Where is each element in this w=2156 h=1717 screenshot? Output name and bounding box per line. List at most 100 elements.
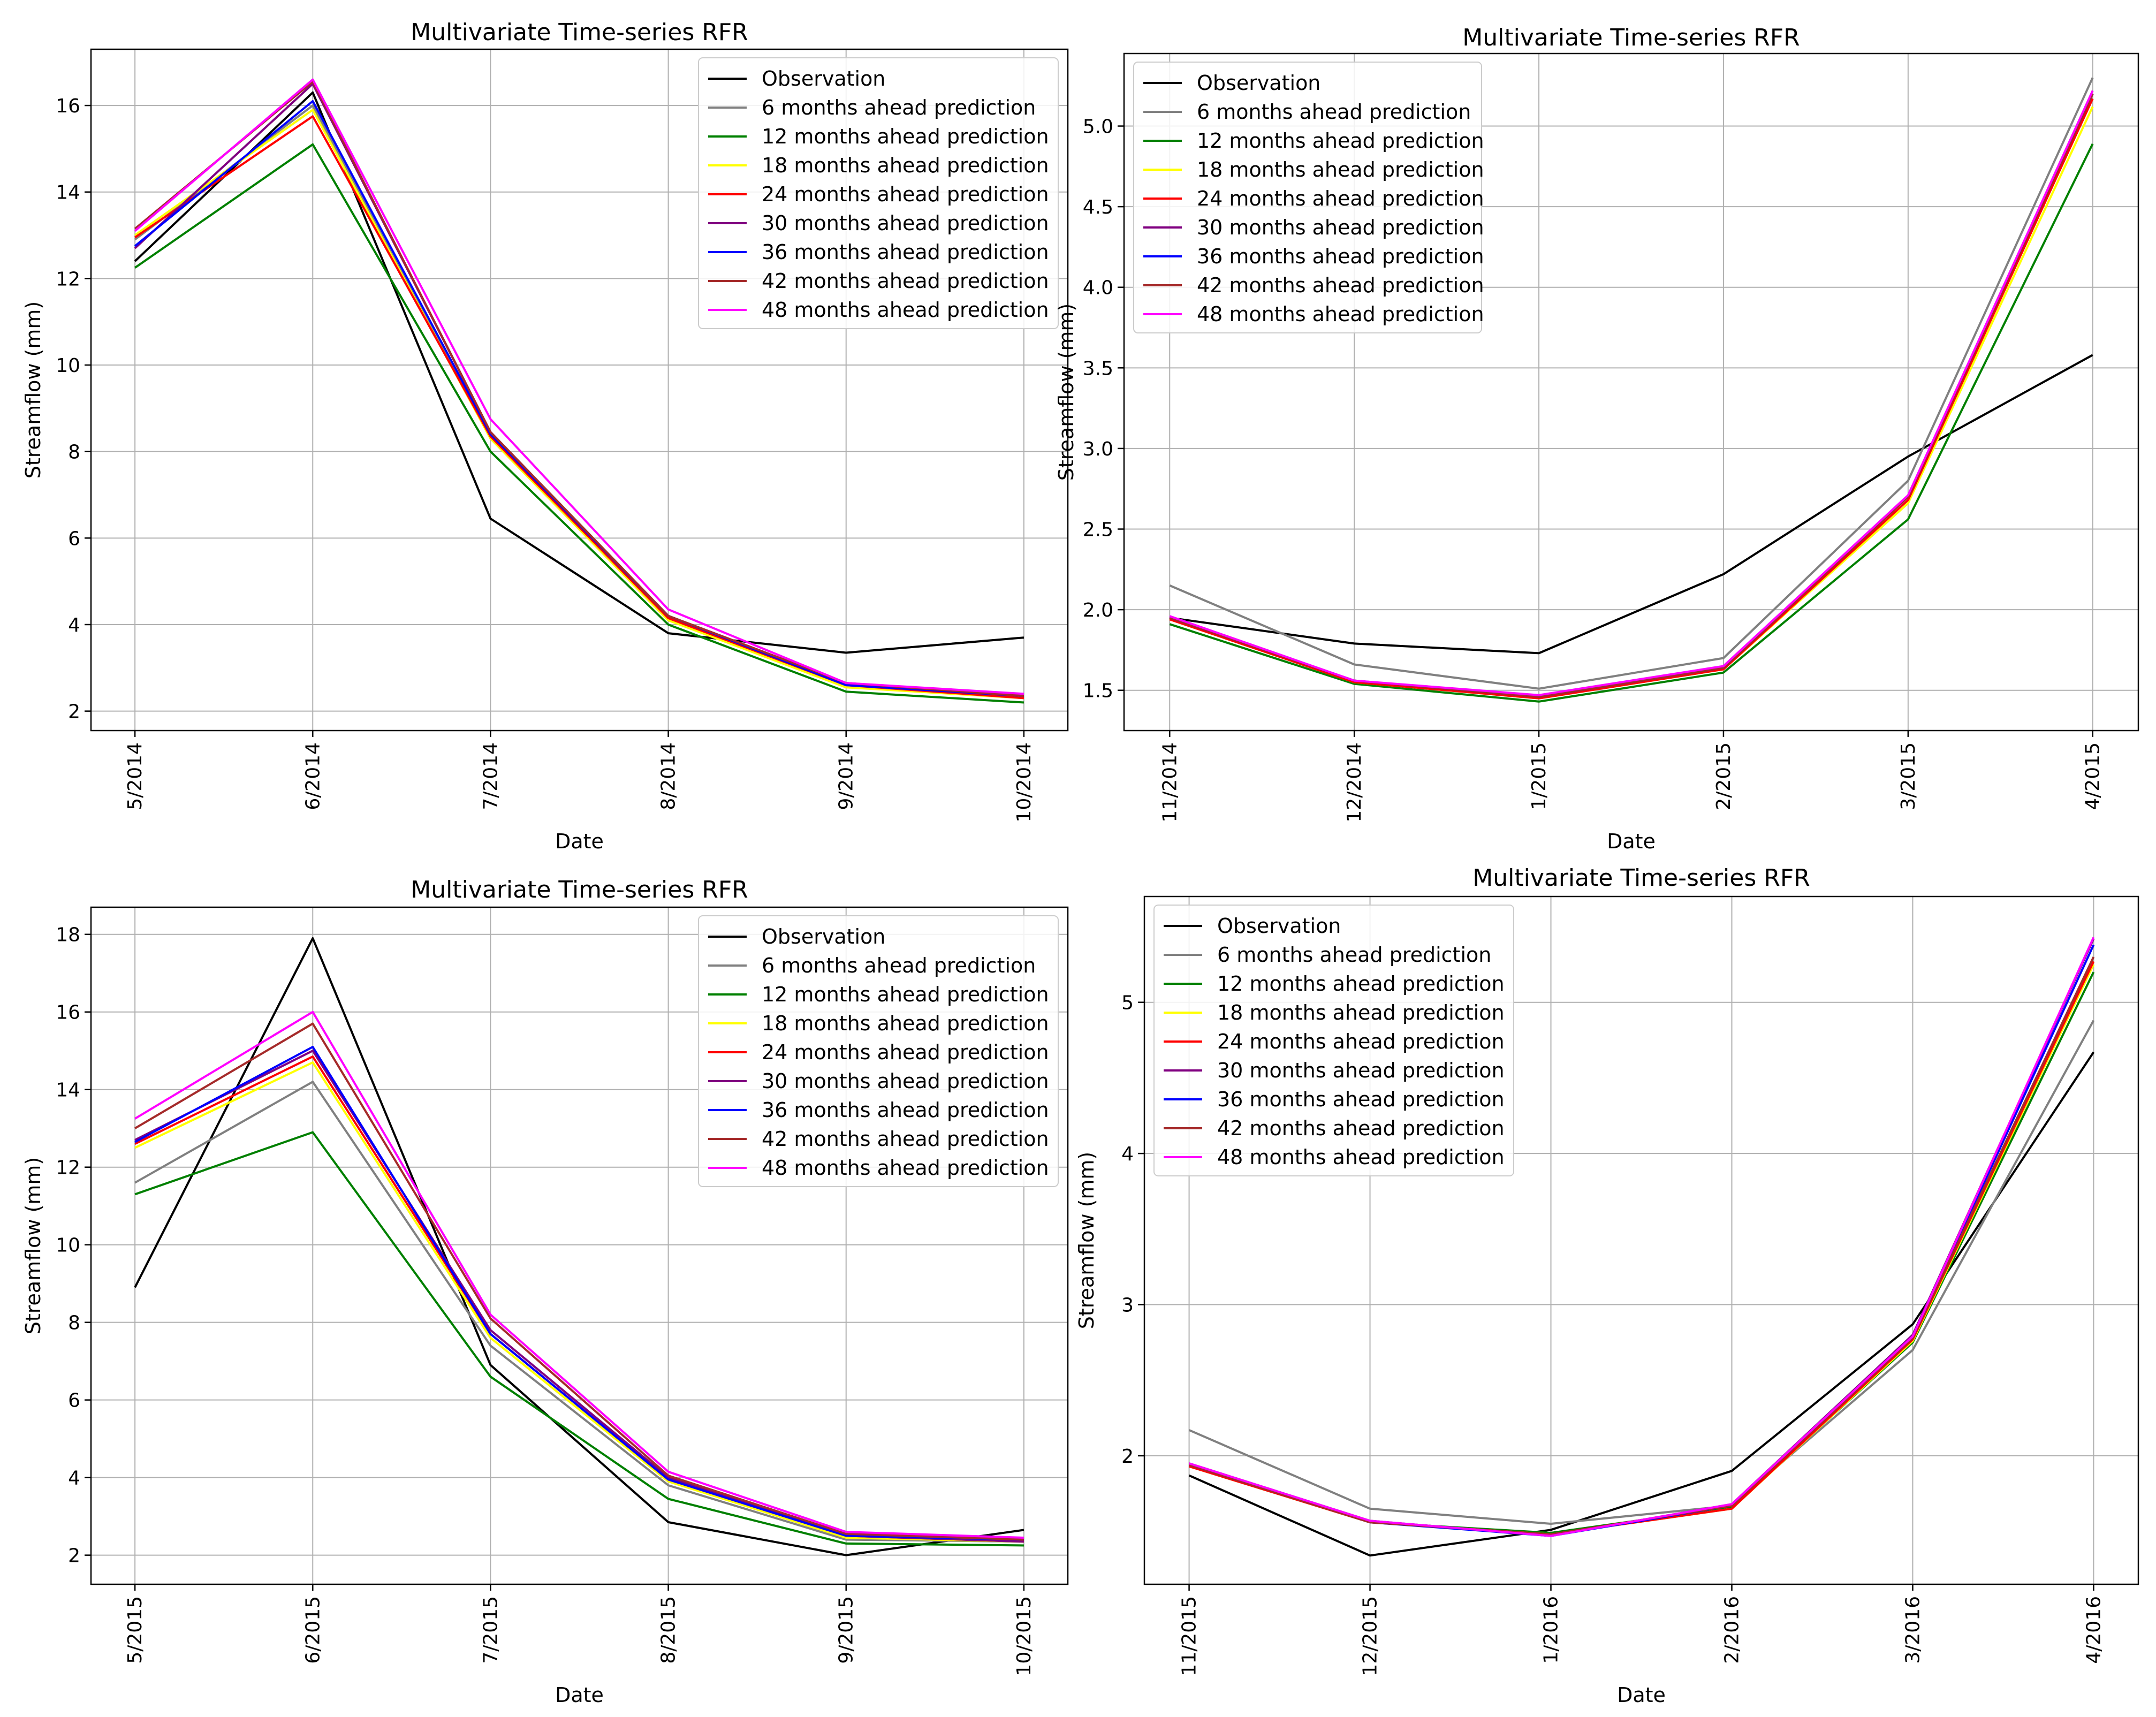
x-tick-label: 1/2015 bbox=[1528, 742, 1550, 810]
y-tick-label: 2 bbox=[68, 701, 80, 723]
series-line-8 bbox=[1188, 937, 2095, 1537]
x-tick-label: 10/2014 bbox=[1013, 742, 1035, 823]
legend-label-3: 18 months ahead prediction bbox=[1217, 1001, 1505, 1024]
y-tick-label: 6 bbox=[68, 528, 80, 550]
y-tick-label: 3.0 bbox=[1083, 438, 1113, 460]
y-tick-label: 1.5 bbox=[1083, 680, 1113, 702]
x-tick-label: 10/2015 bbox=[1013, 1596, 1035, 1676]
x-tick-label: 11/2014 bbox=[1159, 742, 1181, 823]
chart-panel-1: 2 4 6 8 10 12 14 16 5/2014 6/2014 7/2014 8/2014 9/20… bbox=[21, 19, 1069, 853]
y-tick-label: 3 bbox=[1121, 1295, 1134, 1317]
chart-title: Multivariate Time-series RFR bbox=[1472, 864, 1810, 892]
legend-label-0: Observation bbox=[1197, 71, 1320, 95]
chart-title: Multivariate Time-series RFR bbox=[1462, 24, 1800, 51]
series-line-0 bbox=[134, 91, 1024, 654]
y-tick-label: 2.5 bbox=[1083, 519, 1113, 541]
legend-box bbox=[1153, 905, 1514, 1176]
y-axis-label: Streamflow (mm) bbox=[1054, 303, 1078, 481]
legend-box bbox=[698, 915, 1059, 1187]
chart-title: Multivariate Time-series RFR bbox=[411, 876, 748, 903]
chart-panel-3: 2 4 6 8 10 12 14 16 18 5/2015 6/2015 7/2015 8/2015 9/… bbox=[21, 876, 1069, 1707]
y-tick-label: 16 bbox=[56, 95, 80, 117]
y-tick-label: 4 bbox=[68, 1468, 80, 1490]
y-tick-label: 10 bbox=[56, 1235, 80, 1257]
x-tick-label: 9/2015 bbox=[836, 1596, 857, 1664]
series-line-2 bbox=[134, 1131, 1024, 1547]
y-tick-label: 6 bbox=[68, 1390, 80, 1412]
plot-frame bbox=[1123, 52, 2139, 732]
legend: Observation 6 months ahead prediction 12 m… bbox=[1133, 62, 1484, 333]
plot-frame bbox=[90, 48, 1069, 732]
y-tick-label: 2 bbox=[1121, 1446, 1134, 1468]
x-tick-label: 12/2014 bbox=[1343, 742, 1365, 823]
legend-label-2: 12 months ahead prediction bbox=[1217, 972, 1505, 996]
legend-box bbox=[698, 57, 1059, 329]
series-line-3 bbox=[134, 1061, 1024, 1543]
legend-label-5: 30 months ahead prediction bbox=[1217, 1059, 1505, 1082]
legend-label-0: Observation bbox=[762, 925, 885, 948]
x-tick-label: 7/2015 bbox=[480, 1596, 502, 1664]
legend-label-2: 12 months ahead prediction bbox=[1197, 129, 1484, 153]
y-tick-label: 2 bbox=[68, 1545, 80, 1567]
y-tick-label: 12 bbox=[56, 1157, 80, 1179]
y-axis-label: Streamflow (mm) bbox=[1075, 1152, 1098, 1329]
y-tick-label: 12 bbox=[56, 268, 80, 290]
y-axis-label: Streamflow (mm) bbox=[21, 1157, 45, 1335]
legend-label-8: 48 months ahead prediction bbox=[1197, 302, 1484, 326]
legend-label-1: 6 months ahead prediction bbox=[762, 954, 1036, 977]
legend-label-1: 6 months ahead prediction bbox=[1197, 100, 1471, 124]
y-tick-label: 4.0 bbox=[1083, 277, 1113, 299]
legend-label-3: 18 months ahead prediction bbox=[762, 1012, 1049, 1035]
x-tick-label: 3/2015 bbox=[1897, 742, 1919, 810]
series-line-2 bbox=[134, 143, 1024, 704]
y-tick-label: 5.0 bbox=[1083, 116, 1113, 138]
legend-label-2: 12 months ahead prediction bbox=[762, 125, 1049, 148]
legend-label-5: 30 months ahead prediction bbox=[762, 1069, 1049, 1093]
y-tick-label: 8 bbox=[68, 1312, 80, 1334]
x-tick-label: 2/2016 bbox=[1721, 1596, 1743, 1664]
x-tick-label: 11/2015 bbox=[1179, 1596, 1201, 1676]
legend-label-8: 48 months ahead prediction bbox=[762, 298, 1049, 322]
legend-label-7: 42 months ahead prediction bbox=[1197, 273, 1484, 297]
legend-label-7: 42 months ahead prediction bbox=[1217, 1116, 1505, 1140]
legend-label-6: 36 months ahead prediction bbox=[1217, 1088, 1505, 1111]
legend-label-2: 12 months ahead prediction bbox=[762, 983, 1049, 1006]
series-line-4 bbox=[1169, 98, 2094, 700]
legend-label-1: 6 months ahead prediction bbox=[1217, 943, 1491, 967]
chart-panel-4: 2 3 4 5 11/2015 12/2015 1/2016 2/2016 3/2016 4/20… bbox=[1075, 864, 2139, 1707]
x-axis-label: Date bbox=[555, 1683, 604, 1707]
legend-label-1: 6 months ahead prediction bbox=[762, 96, 1036, 119]
chart-title: Multivariate Time-series RFR bbox=[411, 19, 748, 46]
y-tick-label: 4 bbox=[1121, 1143, 1134, 1165]
x-tick-label: 12/2015 bbox=[1360, 1596, 1381, 1676]
legend-label-4: 24 months ahead prediction bbox=[762, 1040, 1049, 1064]
legend-label-6: 36 months ahead prediction bbox=[1197, 245, 1484, 268]
series-line-3 bbox=[134, 109, 1024, 700]
series-line-8 bbox=[134, 78, 1024, 695]
legend-label-7: 42 months ahead prediction bbox=[762, 269, 1049, 293]
legend-box bbox=[1133, 62, 1482, 333]
x-tick-label: 6/2014 bbox=[302, 742, 324, 810]
plot-frame bbox=[90, 906, 1069, 1585]
legend-label-5: 30 months ahead prediction bbox=[762, 211, 1049, 235]
series-line-1 bbox=[1188, 1020, 2095, 1525]
y-tick-label: 4 bbox=[68, 614, 80, 636]
x-tick-label: 8/2014 bbox=[658, 742, 680, 810]
y-tick-label: 4.5 bbox=[1083, 196, 1113, 218]
x-tick-label: 2/2015 bbox=[1713, 742, 1735, 810]
legend-label-0: Observation bbox=[762, 67, 885, 90]
x-tick-label: 9/2014 bbox=[836, 742, 857, 810]
y-tick-label: 2.0 bbox=[1083, 599, 1113, 621]
y-tick-label: 8 bbox=[68, 442, 80, 464]
y-tick-label: 5 bbox=[1121, 992, 1134, 1014]
series-line-6 bbox=[134, 1046, 1024, 1541]
legend-label-3: 18 months ahead prediction bbox=[762, 154, 1049, 177]
legend-label-6: 36 months ahead prediction bbox=[762, 240, 1049, 264]
y-tick-label: 18 bbox=[56, 924, 80, 946]
legend-label-5: 30 months ahead prediction bbox=[1197, 216, 1484, 239]
y-tick-label: 14 bbox=[56, 1080, 80, 1101]
x-tick-label: 1/2016 bbox=[1540, 1596, 1562, 1664]
x-tick-label: 4/2015 bbox=[2082, 742, 2104, 810]
series-line-8 bbox=[1169, 90, 2094, 696]
y-tick-label: 10 bbox=[56, 355, 80, 377]
